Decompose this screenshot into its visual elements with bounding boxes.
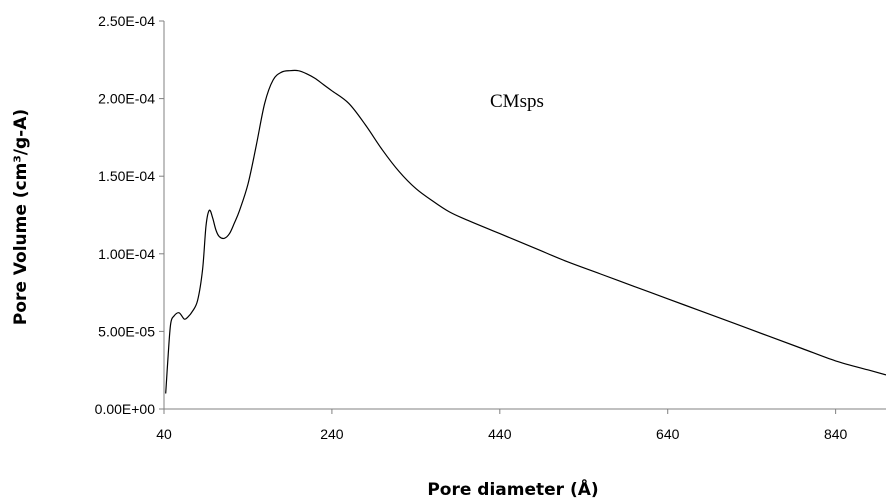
x-axis-ticks: 40 240 440 640 840 — [156, 409, 848, 442]
x-tick-label: 840 — [824, 426, 848, 442]
y-tick-label: 1.50E-04 — [98, 168, 155, 184]
x-axis-title: Pore diameter (Å) — [427, 477, 598, 500]
y-tick-label: 1.00E-04 — [98, 246, 155, 262]
x-tick-label: 640 — [656, 426, 680, 442]
y-tick-label: 2.00E-04 — [98, 91, 155, 107]
x-tick-label: 40 — [156, 426, 172, 442]
x-tick-label: 240 — [320, 426, 344, 442]
y-tick-label: 5.00E-05 — [98, 323, 155, 339]
y-tick-label: 0.00E+00 — [95, 401, 156, 417]
axes — [163, 21, 886, 410]
y-axis-ticks: 0.00E+00 5.00E-05 1.00E-04 1.50E-04 2.00E-04… — [95, 13, 164, 417]
chart-annotation: CMsps — [490, 91, 544, 112]
y-tick-label: 2.50E-04 — [98, 13, 155, 29]
y-axis-title: Pore Volume (cm³/g-A) — [11, 109, 31, 325]
x-tick-label: 440 — [488, 426, 512, 442]
series-line-pore-volume — [165, 69, 886, 394]
